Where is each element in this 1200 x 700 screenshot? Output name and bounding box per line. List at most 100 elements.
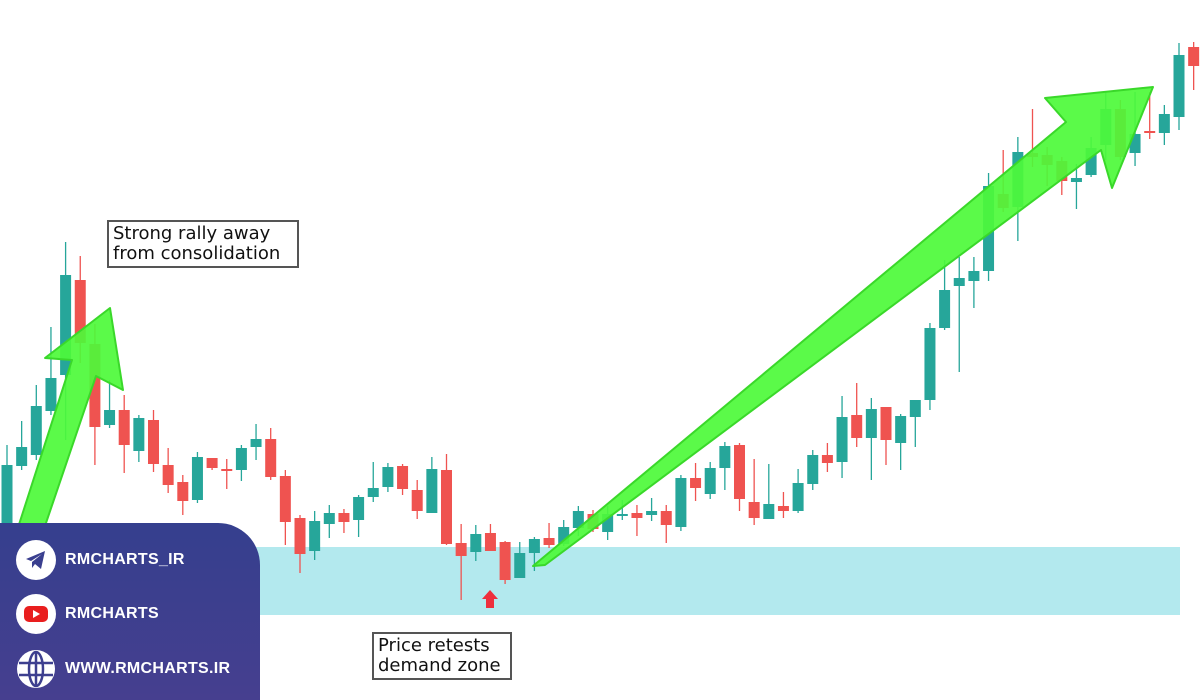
candle-body bbox=[45, 378, 57, 411]
candle-body bbox=[616, 514, 628, 516]
candle bbox=[294, 515, 306, 573]
candle-body bbox=[631, 513, 643, 518]
candle bbox=[484, 524, 496, 551]
candle-body bbox=[382, 467, 394, 487]
candle-body bbox=[338, 513, 350, 522]
candle-body bbox=[323, 513, 335, 524]
candle-body bbox=[514, 553, 526, 578]
candle-body bbox=[734, 445, 745, 499]
candle-body bbox=[821, 455, 833, 463]
candle-body bbox=[191, 457, 203, 500]
candle-body bbox=[660, 511, 672, 525]
candle bbox=[1158, 105, 1170, 145]
candle-body bbox=[1070, 178, 1082, 182]
candle bbox=[660, 505, 672, 543]
candle bbox=[543, 523, 555, 548]
candle bbox=[631, 505, 643, 536]
candle bbox=[133, 415, 145, 462]
candle-body bbox=[836, 417, 848, 462]
candle bbox=[1070, 164, 1082, 209]
candle bbox=[353, 495, 365, 537]
candle bbox=[792, 469, 804, 513]
telegram-icon bbox=[16, 540, 56, 580]
candle-body bbox=[177, 482, 189, 501]
candle bbox=[338, 509, 350, 533]
candle bbox=[118, 395, 130, 473]
candle-body bbox=[74, 280, 86, 343]
candle bbox=[455, 524, 467, 600]
candle bbox=[704, 462, 716, 499]
candle bbox=[470, 525, 482, 561]
candle-body bbox=[221, 469, 233, 471]
candle bbox=[177, 475, 189, 515]
candle bbox=[250, 424, 262, 460]
candle-body bbox=[895, 416, 907, 443]
candle bbox=[968, 257, 980, 308]
candle-body bbox=[602, 514, 614, 532]
candle-body bbox=[719, 446, 731, 468]
candle-body bbox=[646, 511, 658, 515]
candle-body bbox=[133, 418, 145, 451]
candle-body bbox=[807, 455, 819, 484]
candle bbox=[924, 323, 936, 410]
candle-body bbox=[865, 409, 877, 438]
candle-body bbox=[30, 406, 42, 455]
candle bbox=[880, 407, 892, 465]
candle-body bbox=[792, 483, 804, 511]
candle bbox=[1144, 92, 1156, 139]
candle bbox=[763, 464, 775, 519]
candle-body bbox=[353, 497, 365, 520]
website-url: WWW.RMCHARTS.IR bbox=[65, 660, 231, 677]
website-link[interactable]: WWW.RMCHARTS.IR bbox=[16, 649, 230, 689]
candle bbox=[821, 443, 833, 472]
candle bbox=[675, 475, 687, 531]
candle-body bbox=[880, 407, 892, 440]
candle-body bbox=[60, 275, 72, 375]
candle bbox=[895, 414, 907, 470]
candle bbox=[426, 457, 438, 513]
candle-body bbox=[763, 504, 775, 519]
candle bbox=[719, 442, 731, 490]
candle bbox=[191, 452, 203, 503]
candle bbox=[441, 454, 452, 545]
telegram-link[interactable]: RMCHARTS_IR bbox=[16, 540, 185, 580]
candle bbox=[1173, 43, 1185, 130]
candle bbox=[45, 327, 57, 415]
candle bbox=[30, 385, 42, 460]
candle-body bbox=[851, 415, 863, 438]
candle bbox=[748, 459, 760, 525]
candle-body bbox=[235, 448, 247, 470]
candle bbox=[397, 464, 409, 495]
candle-body bbox=[1085, 148, 1097, 175]
candle-body bbox=[470, 534, 482, 552]
candle bbox=[104, 380, 116, 428]
candle bbox=[367, 462, 379, 502]
candle-body bbox=[1144, 131, 1156, 133]
candle-body bbox=[939, 290, 951, 328]
candle-body bbox=[924, 328, 936, 400]
candle-body bbox=[426, 469, 438, 513]
candle-body bbox=[455, 543, 467, 556]
candle-body bbox=[1, 465, 13, 545]
candle bbox=[836, 396, 848, 478]
youtube-icon bbox=[16, 594, 56, 634]
candle bbox=[939, 260, 951, 330]
candle bbox=[514, 542, 526, 578]
candle bbox=[235, 445, 247, 481]
candle-body bbox=[675, 478, 687, 527]
candle-body bbox=[528, 539, 540, 553]
candle bbox=[865, 398, 877, 480]
candle bbox=[382, 463, 394, 492]
candle-body bbox=[206, 458, 218, 468]
candle-body bbox=[777, 506, 789, 511]
candle bbox=[953, 257, 965, 372]
candle bbox=[206, 458, 218, 470]
youtube-link[interactable]: RMCHARTS bbox=[16, 594, 159, 634]
candle bbox=[777, 492, 789, 518]
candle bbox=[265, 428, 277, 480]
candle-body bbox=[558, 527, 570, 544]
candle-body bbox=[499, 542, 511, 580]
candle-body bbox=[367, 488, 379, 497]
youtube-handle: RMCHARTS bbox=[65, 605, 159, 622]
